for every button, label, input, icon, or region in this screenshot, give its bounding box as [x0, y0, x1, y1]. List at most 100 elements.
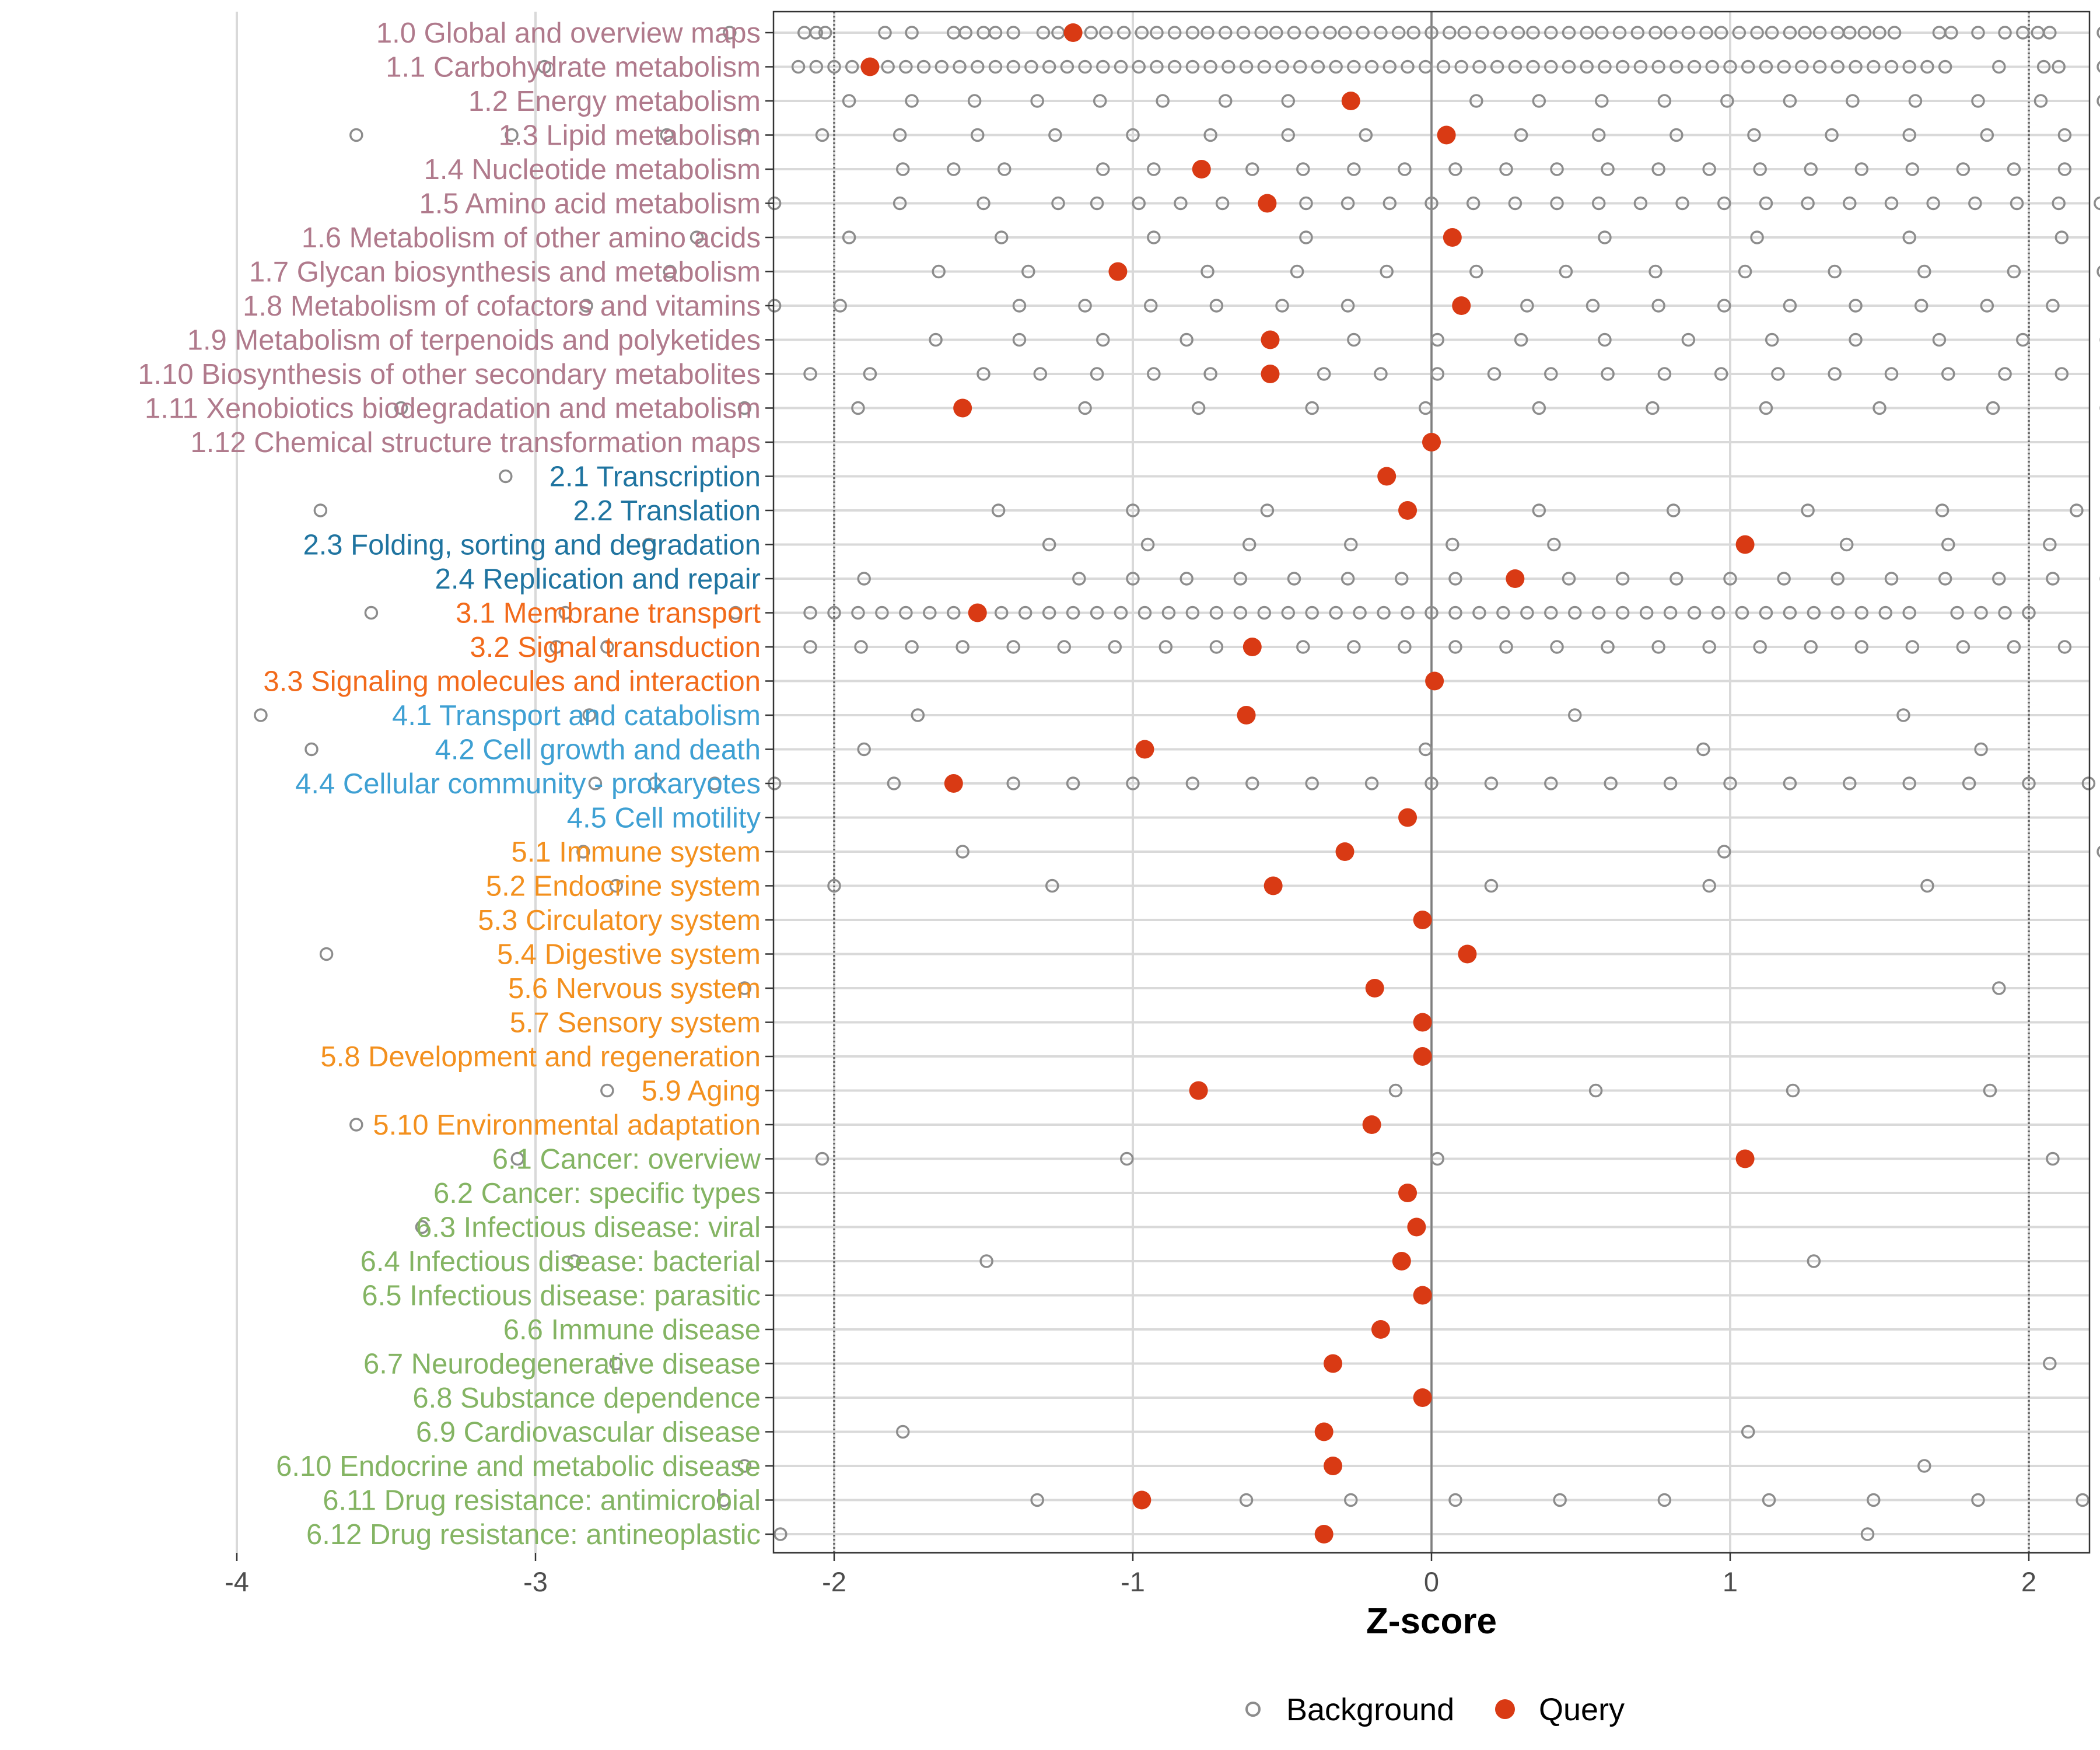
background-point [1801, 503, 1815, 517]
category-label: 1.7 Glycan biosynthesis and metabolism [249, 257, 761, 288]
background-point [947, 162, 961, 176]
background-point [1550, 162, 1564, 176]
background-point [1078, 401, 1092, 415]
background-point [1424, 776, 1438, 790]
category-label: 5.6 Nervous system [508, 973, 761, 1005]
background-point [1860, 1527, 1875, 1541]
background-point [1347, 60, 1361, 74]
background-point [2046, 572, 2060, 586]
background-point [1347, 162, 1361, 176]
background-point [2043, 1356, 2057, 1371]
background-point [1646, 401, 1660, 415]
background-points [254, 26, 2100, 1541]
background-point [1595, 94, 1609, 108]
background-point [1209, 606, 1224, 620]
background-point [1798, 26, 1812, 40]
background-point [1783, 776, 1797, 790]
query-point [1264, 876, 1283, 895]
background-point [1902, 776, 1916, 790]
background-point [415, 1220, 429, 1234]
background-point [1651, 60, 1665, 74]
background-point [1448, 640, 1462, 654]
background-point [1090, 367, 1104, 381]
background-point [1544, 367, 1558, 381]
background-point [1143, 299, 1158, 313]
background-point [1469, 94, 1483, 108]
background-point [881, 60, 895, 74]
background-point [1021, 264, 1035, 279]
background-point [1329, 606, 1343, 620]
category-label: 1.1 Carbohydrate metabolism [386, 52, 761, 83]
background-point [1926, 196, 1940, 211]
background-point [1191, 401, 1206, 415]
background-point [991, 503, 1006, 517]
background-point [1526, 60, 1540, 74]
background-point [1033, 367, 1048, 381]
background-point [1167, 26, 1182, 40]
background-point [349, 1118, 363, 1132]
background-point [1696, 742, 1710, 757]
background-point [1299, 196, 1313, 211]
background-point [887, 776, 901, 790]
background-point [1329, 60, 1343, 74]
background-point [967, 94, 982, 108]
background-point [1962, 776, 1976, 790]
background-point [1281, 94, 1295, 108]
background-point [1126, 776, 1140, 790]
category-label: 6.3 Infectious disease: viral [416, 1212, 761, 1244]
background-point [690, 230, 704, 244]
background-point [1275, 60, 1289, 74]
background-point [1783, 94, 1797, 108]
category-label: 1.8 Metabolism of cofactors and vitamins [243, 290, 761, 322]
background-point [1750, 26, 1764, 40]
background-point [1777, 60, 1791, 74]
query-point [968, 603, 987, 622]
background-point [1060, 60, 1074, 74]
background-point [1633, 60, 1648, 74]
background-point [2043, 26, 2057, 40]
background-point [896, 1424, 910, 1439]
background-point [1448, 606, 1462, 620]
legend-query-label: Query [1539, 1692, 1625, 1727]
category-label: 4.2 Cell growth and death [435, 734, 761, 766]
background-point [1340, 299, 1355, 313]
background-point [2081, 776, 2096, 790]
query-point [1506, 569, 1525, 588]
background-point [1878, 606, 1892, 620]
background-point [1786, 1083, 1800, 1098]
background-point [2096, 94, 2100, 107]
category-label: 6.2 Cancer: specific types [433, 1178, 761, 1209]
background-point [1738, 264, 1752, 279]
background-point [1401, 606, 1415, 620]
background-point [905, 26, 919, 40]
background-point [1777, 572, 1791, 586]
background-point [1006, 776, 1020, 790]
background-point [1424, 606, 1438, 620]
background-point [313, 503, 328, 517]
background-point [827, 60, 841, 74]
background-point [1305, 606, 1319, 620]
background-point [1944, 26, 1958, 40]
background-point [1340, 196, 1355, 211]
background-point [1532, 503, 1546, 517]
background-point [1317, 367, 1331, 381]
background-point [1544, 606, 1558, 620]
background-point [1388, 1083, 1403, 1098]
query-point [1314, 1525, 1334, 1544]
category-label: 6.4 Infectious disease: bacterial [360, 1246, 761, 1278]
background-point [2070, 503, 2084, 517]
background-point [1114, 60, 1128, 74]
category-label: 6.1 Cancer: overview [492, 1144, 761, 1175]
background-point [1849, 332, 1863, 347]
background-point [364, 606, 379, 620]
background-point [1971, 26, 1985, 40]
background-point [1998, 367, 2012, 381]
background-point [499, 469, 513, 484]
background-point [1024, 60, 1038, 74]
background-point [1783, 26, 1797, 40]
background-point [1448, 1493, 1462, 1507]
background-point [1950, 606, 1964, 620]
category-label: 6.6 Immune disease [503, 1314, 761, 1346]
background-point [1347, 640, 1361, 654]
